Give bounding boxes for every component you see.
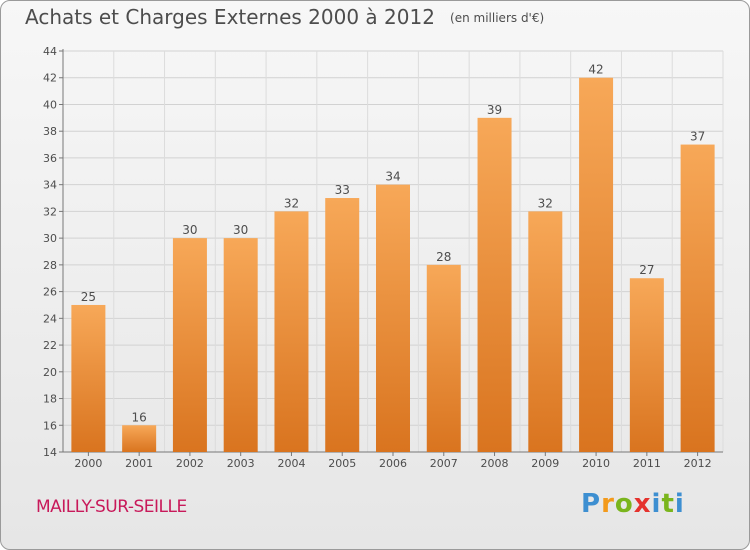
x-tick-label: 2007 [430, 457, 458, 470]
chart-title: Achats et Charges Externes 2000 à 2012 [25, 5, 435, 29]
proxiti-logo: Proxiti [581, 489, 685, 519]
y-tick-label: 20 [43, 366, 57, 379]
data-label: 30 [233, 223, 248, 237]
bar-2001 [122, 425, 157, 452]
bar-2002 [172, 238, 207, 452]
y-tick-label: 28 [43, 259, 57, 272]
x-tick-label: 2004 [277, 457, 305, 470]
y-tick-label: 26 [43, 286, 57, 299]
data-label: 30 [182, 223, 197, 237]
data-label: 33 [335, 183, 350, 197]
y-tick-label: 22 [43, 339, 57, 352]
data-label: 37 [690, 130, 705, 144]
data-label: 16 [132, 410, 147, 424]
data-labels: 25 16 30 30 32 33 34 28 39 32 42 27 37 [81, 63, 706, 425]
x-tick-label: 2012 [684, 457, 712, 470]
y-tick-label: 38 [43, 125, 57, 138]
bar-2007 [426, 264, 461, 452]
y-tick-label: 16 [43, 419, 57, 432]
y-tick-label: 32 [43, 205, 57, 218]
x-tick-label: 2011 [633, 457, 661, 470]
y-tick-label: 24 [43, 312, 57, 325]
x-tick-label: 2003 [227, 457, 255, 470]
x-tick-label: 2001 [125, 457, 153, 470]
bar-2006 [376, 184, 410, 452]
town-name: MAILLY-SUR-SEILLE [36, 497, 187, 517]
bars [71, 77, 715, 453]
y-tick-label: 14 [43, 446, 57, 459]
bar-2008 [477, 117, 512, 452]
x-tick-label: 2008 [481, 457, 509, 470]
bar-2011 [629, 278, 664, 452]
bar-2003 [223, 238, 258, 452]
data-label: 25 [81, 290, 96, 304]
chart-unit: (en milliers d'€) [450, 11, 545, 25]
y-tick-label: 30 [43, 232, 57, 245]
bar-2010 [579, 77, 614, 452]
y-tick-label: 36 [43, 152, 57, 165]
x-tick-label: 2002 [176, 457, 204, 470]
bar-2000 [71, 304, 106, 452]
bar-2005 [325, 198, 360, 452]
x-tick-label: 2000 [74, 457, 102, 470]
data-label: 34 [385, 170, 400, 184]
bar-2012 [680, 144, 715, 453]
bar-2009 [528, 211, 563, 452]
data-label: 39 [487, 103, 502, 117]
data-label: 42 [588, 63, 603, 77]
data-label: 28 [436, 250, 451, 264]
data-label: 32 [538, 196, 553, 210]
y-tick-label: 34 [43, 179, 57, 192]
x-tick-label: 2009 [531, 457, 559, 470]
data-label: 27 [639, 263, 654, 277]
y-tick-label: 40 [43, 98, 57, 111]
x-tick-label: 2006 [379, 457, 407, 470]
x-tick-labels: 2000 2001 2002 2003 2004 2005 2006 2007 2008 2009… [74, 457, 711, 470]
x-tick-label: 2005 [328, 457, 356, 470]
y-tick-label: 18 [43, 393, 57, 406]
y-tick-label: 42 [43, 72, 57, 85]
chart-title-block: Achats et Charges Externes 2000 à 2012 (… [25, 5, 544, 29]
y-tick-label: 44 [43, 45, 57, 58]
x-tick-label: 2010 [582, 457, 610, 470]
bar-2004 [274, 211, 309, 452]
y-tick-labels: 14 16 18 20 22 24 26 28 30 32 34 36 38 40 42 44 [43, 45, 57, 459]
data-label: 32 [284, 196, 299, 210]
